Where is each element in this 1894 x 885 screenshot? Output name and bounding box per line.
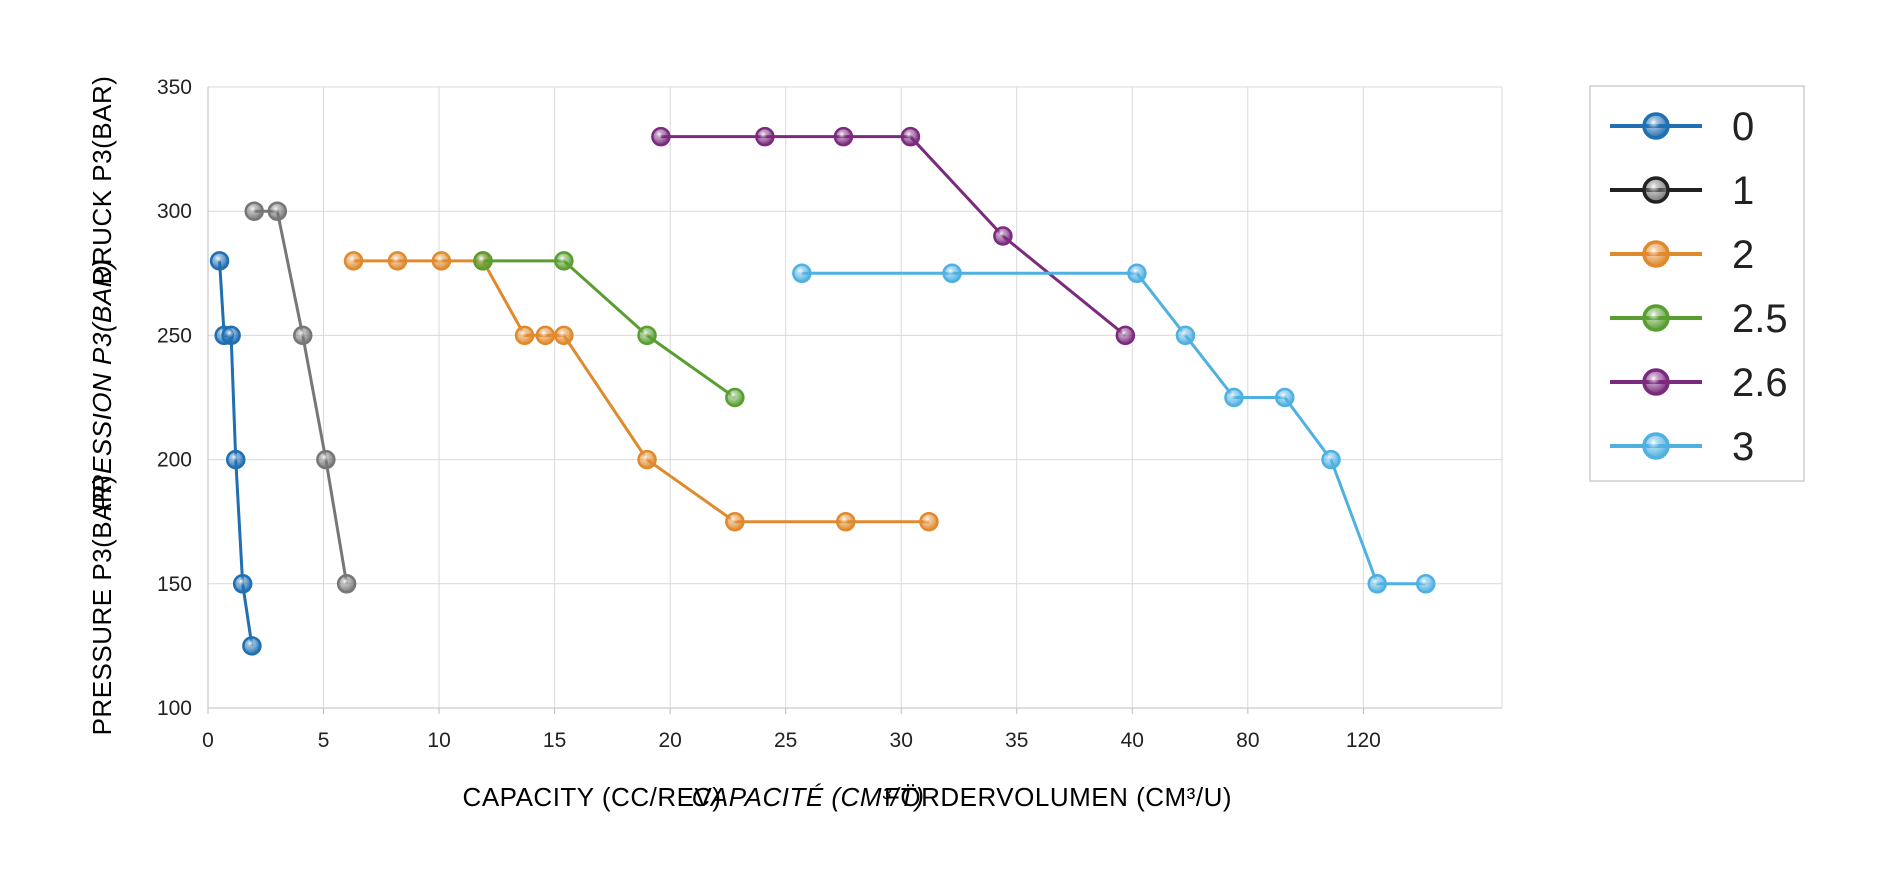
y-tick-label: 350 bbox=[157, 76, 192, 99]
series-line-1 bbox=[254, 209, 349, 585]
y-axis-ticks: 100 150 200 250 300 350 bbox=[157, 76, 192, 720]
legend-marker bbox=[1642, 432, 1670, 460]
data-point bbox=[535, 325, 556, 346]
series-0 bbox=[209, 251, 262, 656]
series-2.5 bbox=[473, 251, 745, 408]
data-point bbox=[514, 325, 535, 346]
data-point bbox=[232, 574, 253, 594]
data-point bbox=[473, 251, 493, 271]
x-tick-label: 5 bbox=[318, 729, 330, 752]
series-line-2.6 bbox=[660, 135, 1127, 337]
data-point bbox=[919, 511, 939, 532]
series-layer bbox=[209, 126, 1436, 656]
data-point bbox=[554, 325, 574, 346]
data-point bbox=[993, 226, 1013, 246]
data-point bbox=[1367, 574, 1387, 594]
legend-label: 2.5 bbox=[1732, 297, 1788, 341]
data-point bbox=[637, 449, 657, 470]
data-point bbox=[209, 251, 230, 271]
legend-label: 2 bbox=[1732, 233, 1754, 277]
y-tick-label: 100 bbox=[157, 697, 192, 720]
data-point bbox=[942, 263, 962, 284]
data-point bbox=[1321, 449, 1341, 470]
data-point bbox=[225, 449, 246, 470]
legend-marker bbox=[1642, 304, 1670, 332]
data-point bbox=[554, 251, 574, 271]
x-axis-title-fr: CAPACITÉ (CM³/T) bbox=[692, 782, 925, 812]
data-point bbox=[242, 636, 262, 656]
data-point bbox=[792, 263, 812, 284]
series-line-2 bbox=[353, 259, 929, 524]
legend-label: 0 bbox=[1732, 105, 1754, 149]
data-point bbox=[1275, 387, 1295, 408]
data-point bbox=[637, 325, 657, 346]
data-point bbox=[1224, 387, 1244, 408]
data-point bbox=[1127, 263, 1147, 284]
legend-item-3: 3 bbox=[1610, 425, 1754, 469]
data-point bbox=[316, 449, 336, 470]
data-point bbox=[1175, 325, 1196, 346]
data-point bbox=[267, 201, 288, 221]
x-tick-label: 10 bbox=[427, 729, 450, 752]
legend-box bbox=[1589, 85, 1805, 482]
series-3 bbox=[792, 263, 1436, 594]
x-axis-title-en: CAPACITY (CC/REV) bbox=[463, 782, 722, 812]
data-point bbox=[292, 325, 313, 346]
data-point bbox=[725, 511, 745, 532]
x-tick-label: 25 bbox=[774, 729, 797, 752]
x-tick-label: 80 bbox=[1236, 729, 1259, 752]
legend-label: 1 bbox=[1732, 169, 1754, 213]
y-tick-label: 200 bbox=[157, 449, 192, 472]
data-point bbox=[836, 511, 856, 532]
y-tick-label: 250 bbox=[157, 324, 192, 347]
x-tick-label: 120 bbox=[1346, 729, 1381, 752]
data-point bbox=[387, 251, 408, 271]
x-tick-label: 20 bbox=[658, 729, 681, 752]
series-line-2.5 bbox=[482, 259, 736, 399]
y-axis-title-en: PRESSURE P3(BAR) bbox=[87, 475, 117, 736]
legend: 0 1 2 2.5 2.6 3 bbox=[1589, 85, 1805, 482]
x-tick-label: 40 bbox=[1121, 729, 1144, 752]
legend-item-2.6: 2.6 bbox=[1610, 361, 1788, 405]
data-point bbox=[900, 126, 921, 147]
legend-label: 3 bbox=[1732, 425, 1754, 469]
data-point bbox=[336, 574, 357, 594]
y-tick-label: 300 bbox=[157, 200, 192, 223]
data-point bbox=[651, 126, 671, 147]
data-point bbox=[343, 251, 364, 271]
data-point bbox=[431, 251, 452, 271]
data-point bbox=[725, 387, 745, 408]
series-2.6 bbox=[651, 126, 1136, 346]
x-axis-ticks: 0 5 10 15 20 25 30 35 40 80 120 bbox=[202, 729, 1381, 752]
y-axis-title-fr: PRESSION P3(BAR) bbox=[87, 259, 117, 511]
legend-marker bbox=[1642, 240, 1670, 268]
data-point bbox=[244, 201, 264, 221]
x-tick-label: 35 bbox=[1005, 729, 1028, 752]
legend-item-2.5: 2.5 bbox=[1610, 297, 1788, 341]
data-point bbox=[1115, 325, 1136, 346]
data-point bbox=[755, 126, 775, 147]
x-tick-label: 30 bbox=[890, 729, 913, 752]
data-point bbox=[221, 325, 241, 346]
legend-label: 2.6 bbox=[1732, 361, 1788, 405]
series-line-0 bbox=[218, 260, 254, 647]
legend-item-2: 2 bbox=[1610, 233, 1754, 277]
legend-item-1: 1 bbox=[1610, 169, 1754, 213]
data-point bbox=[1415, 574, 1436, 594]
legend-marker bbox=[1642, 112, 1670, 140]
y-tick-label: 150 bbox=[157, 573, 192, 596]
y-axis-title-de: DRUCK P3(BAR) bbox=[87, 76, 117, 285]
legend-marker bbox=[1642, 176, 1670, 204]
x-tick-label: 15 bbox=[543, 729, 566, 752]
legend-item-0: 0 bbox=[1610, 105, 1754, 149]
x-axis-title-de: FÖRDERVOLUMEN (CM³/U) bbox=[884, 782, 1232, 812]
legend-marker bbox=[1642, 368, 1670, 396]
series-line-3 bbox=[801, 271, 1426, 586]
grid bbox=[207, 86, 1503, 714]
x-tick-label: 0 bbox=[202, 729, 214, 752]
series-2 bbox=[343, 251, 939, 532]
data-point bbox=[833, 126, 854, 147]
series-1 bbox=[244, 201, 357, 594]
